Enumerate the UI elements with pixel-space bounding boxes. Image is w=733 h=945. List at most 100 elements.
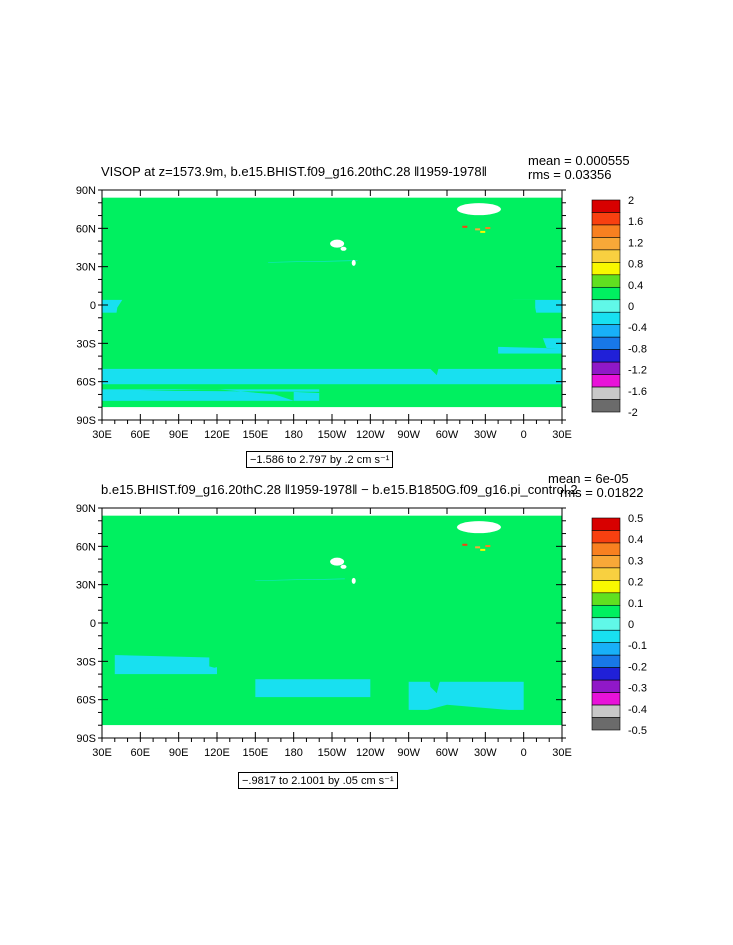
colorbar-swatch: [591, 274, 621, 288]
speckle-3: [462, 543, 468, 546]
x-tick-label: 30E: [552, 747, 572, 759]
colorbar-label: 0.5: [628, 513, 643, 525]
map-band-4: [102, 389, 320, 401]
x-tick-label: 60E: [131, 429, 151, 441]
y-tick-label: 60N: [76, 541, 96, 553]
x-tick-label: 120W: [356, 747, 385, 759]
colorbar-label: -0.4: [628, 322, 647, 334]
colorbar-label: 0: [628, 619, 634, 631]
x-tick-label: 120W: [356, 429, 385, 441]
colorbar-label: -0.1: [628, 640, 647, 652]
land-3-0: [312, 531, 454, 612]
colorbar-swatch: [591, 617, 621, 631]
speckle-2: [485, 545, 491, 548]
bottom-map-panel: b.e15.BHIST.f09_g16.20thC.28 ‖1959-1978‖…: [0, 468, 733, 789]
missing-patch-1: [330, 557, 345, 566]
colorbar-swatch: [591, 324, 621, 338]
speckle-1: [480, 548, 486, 551]
colorbar-swatch: [591, 349, 621, 363]
x-tick-label: 30E: [92, 429, 112, 441]
colorbar-label: 2: [628, 195, 634, 207]
colorbar-swatch: [591, 604, 621, 619]
x-tick-label: 150W: [318, 747, 347, 759]
top-map-panel: VISOP at z=1573.9m, b.e15.BHIST.f09_g16.…: [0, 150, 733, 470]
land-2-1: [0, 609, 19, 693]
colorbar-swatch: [591, 542, 621, 556]
x-tick-label: 30W: [474, 747, 497, 759]
y-tick-label: 60N: [76, 223, 96, 235]
colorbar-swatch: [591, 580, 621, 594]
colorbar-swatch: [591, 237, 621, 251]
x-tick-label: 150E: [242, 747, 268, 759]
colorbar-swatch: [591, 717, 621, 731]
colorbar-swatch: [591, 704, 621, 718]
missing-patch-2: [340, 564, 347, 569]
colorbar-swatch: [591, 212, 621, 226]
bottom-map-title: b.e15.BHIST.f09_g16.20thC.28 ‖1959-1978‖…: [101, 482, 578, 497]
missing-patch-0: [456, 521, 501, 534]
colorbar-swatch: [591, 336, 621, 350]
x-tick-label: 90E: [169, 747, 189, 759]
colorbar-swatch: [591, 361, 621, 375]
colorbar-label: -2: [628, 407, 638, 419]
top-map-mean: mean = 0.000555: [528, 153, 630, 168]
y-tick-label: 90S: [76, 733, 96, 745]
colorbar-swatch: [591, 386, 621, 400]
x-tick-label: 90W: [397, 429, 420, 441]
missing-patch-0: [456, 203, 501, 216]
map-band-2: [408, 681, 524, 710]
x-tick-label: 60W: [436, 429, 459, 441]
x-tick-label: 90W: [397, 747, 420, 759]
x-tick-label: 180: [284, 429, 302, 441]
speckle-3: [462, 225, 468, 228]
land-6-0: [185, 297, 256, 317]
x-tick-label: 180: [284, 747, 302, 759]
land-5-1: [0, 517, 38, 546]
colorbar-swatch: [591, 249, 621, 263]
land-6-0: [185, 615, 256, 635]
land-4-0: [209, 637, 260, 672]
x-tick-label: 150E: [242, 429, 268, 441]
colorbar-swatch: [591, 199, 621, 213]
colorbar-swatch: [591, 530, 621, 544]
land-7-1: [0, 387, 64, 420]
colorbar-swatch: [591, 374, 621, 388]
colorbar-swatch: [591, 629, 621, 644]
bottom-map-rms: rms = 0.01822: [560, 485, 644, 500]
land-2-0: [420, 290, 479, 376]
colorbar-swatch: [591, 517, 621, 531]
y-tick-label: 30S: [76, 656, 96, 668]
land-7-1: [0, 705, 64, 738]
colorbar-label: 0.3: [628, 555, 643, 567]
missing-patch-1: [330, 239, 345, 248]
x-tick-label: 90E: [169, 429, 189, 441]
colorbar-label: 0.8: [628, 259, 643, 271]
colorbar-swatch: [591, 667, 621, 681]
land-7-0: [140, 386, 524, 420]
colorbar-swatch: [591, 679, 621, 693]
y-tick-label: 60S: [76, 377, 96, 389]
y-tick-label: 90N: [76, 503, 96, 515]
colorbar-label: -0.5: [628, 725, 647, 737]
top-map-title: VISOP at z=1573.9m, b.e15.BHIST.f09_g16.…: [101, 164, 487, 179]
colorbar-label: 1.6: [628, 216, 643, 228]
land-1-0: [102, 524, 560, 613]
colorbar-label: -0.4: [628, 704, 647, 716]
x-tick-label: 30W: [474, 429, 497, 441]
land-4-0: [209, 319, 260, 354]
colorbar-swatch: [591, 692, 621, 706]
x-tick-label: 0: [521, 429, 527, 441]
colorbar-label: 0.1: [628, 598, 643, 610]
x-tick-label: 30E: [92, 747, 112, 759]
colorbar-label: 0: [628, 301, 634, 313]
top-map-range-label: −1.586 to 2.797 by .2 cm s⁻¹: [246, 451, 394, 468]
colorbar-label: 1.2: [628, 237, 643, 249]
colorbar-swatch: [591, 224, 621, 238]
colorbar-label: -1.6: [628, 386, 647, 398]
y-tick-label: 0: [90, 618, 96, 630]
x-tick-label: 0: [521, 747, 527, 759]
map-field: [0, 508, 562, 738]
colorbar-swatch: [591, 592, 621, 606]
land-1-1: [0, 207, 99, 295]
land-1-0: [102, 206, 560, 295]
